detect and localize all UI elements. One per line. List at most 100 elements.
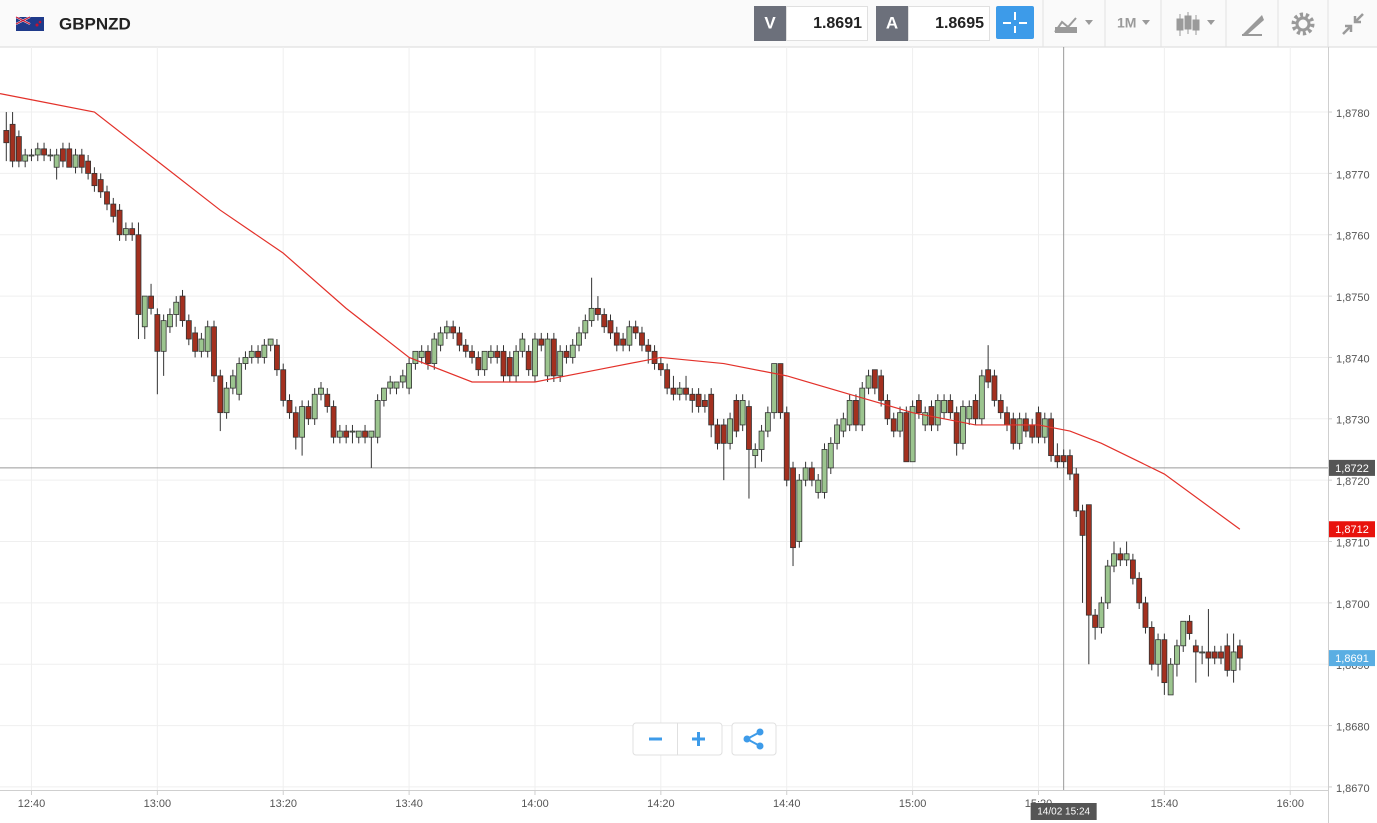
candle-body [488, 350, 494, 358]
candle-body [809, 467, 815, 481]
timeframe-caret [1142, 20, 1150, 25]
toolbar [0, 0, 1377, 47]
candle-body [1111, 553, 1117, 567]
candle-body [97, 179, 104, 193]
candle-body [727, 418, 733, 444]
candle-body [129, 228, 136, 236]
y-tick-label: 1,8730 [1336, 415, 1370, 427]
x-tick-label: 14:40 [773, 798, 801, 810]
symbol: GBPNZD [59, 14, 131, 33]
x-tick-label: 15:00 [899, 798, 927, 810]
price-tag: 1,8712 [1335, 524, 1369, 536]
candle-body [595, 307, 601, 315]
candle-body [739, 400, 746, 426]
x-tick-label: 12:40 [18, 798, 46, 810]
y-tick-label: 1,8760 [1336, 231, 1370, 243]
candle-body [695, 393, 702, 407]
chart-type-button[interactable] [1176, 12, 1215, 36]
candle-body [676, 387, 683, 395]
price-tag-box [1329, 521, 1375, 538]
candle-body [1186, 620, 1193, 634]
candle-body [626, 326, 633, 346]
candle-body [796, 479, 803, 542]
flag [15, 16, 44, 31]
candle-body [500, 350, 507, 377]
y-tick-label: 1,8700 [1336, 599, 1370, 611]
candle-body [903, 412, 910, 463]
candle-body [336, 430, 343, 438]
draw-button[interactable] [1242, 15, 1264, 36]
candle-body [1142, 602, 1149, 628]
candle-body [1148, 627, 1155, 665]
indicator-button[interactable] [1054, 17, 1093, 33]
candle-body [714, 424, 721, 444]
candle-body [41, 148, 47, 156]
candle-body [890, 418, 897, 432]
candle-body [53, 154, 60, 168]
candle-body [223, 387, 230, 414]
crosshair-price: 1,8722 [1335, 463, 1369, 475]
plot [0, 47, 1328, 790]
candle-body [185, 320, 192, 340]
candle-body [236, 363, 243, 395]
candle-body [664, 369, 671, 389]
candle-body [261, 344, 268, 358]
candle-body [1230, 651, 1237, 671]
candle-body [160, 320, 167, 352]
candle-body [135, 234, 142, 315]
settings-button[interactable] [1291, 12, 1315, 36]
candle-body [154, 314, 161, 352]
candle-body [771, 363, 778, 414]
x-tick-label: 14:00 [521, 798, 549, 810]
candle-body [1211, 651, 1218, 659]
candle-body [563, 350, 570, 358]
candle-body [368, 430, 375, 438]
crosshair-button[interactable] [996, 6, 1034, 39]
candle-body [1073, 473, 1080, 512]
candle-body [821, 449, 828, 493]
y-tick-label: 1,8770 [1336, 169, 1370, 181]
crosshair-price-box [1329, 459, 1375, 476]
candle-body [1174, 645, 1180, 665]
candle-body [840, 418, 847, 432]
candle-body [475, 357, 482, 371]
bid-button[interactable] [754, 6, 786, 41]
candle-body [267, 338, 274, 346]
candle-body [639, 332, 645, 346]
share-button[interactable] [743, 728, 764, 750]
candle-body [519, 338, 526, 352]
candle-body [941, 400, 947, 414]
candle-body [834, 424, 840, 444]
ask-button[interactable] [876, 6, 908, 41]
candle-body [1155, 639, 1161, 665]
candle-body [1123, 553, 1130, 561]
candle-body [513, 350, 519, 377]
zoom-in[interactable] [692, 732, 705, 746]
candle-body [494, 350, 501, 358]
candle-body [670, 387, 677, 395]
candle-body [960, 406, 966, 444]
candle-body [355, 430, 362, 438]
candle-body [47, 154, 54, 157]
candle-body [815, 479, 822, 493]
candle-body [450, 326, 457, 334]
candle-body [1004, 412, 1010, 426]
candle-body [916, 400, 922, 414]
candle-body [381, 387, 387, 401]
collapse-button[interactable] [1342, 13, 1364, 35]
candle-body [827, 442, 834, 469]
timeframe[interactable]: 1M [1117, 15, 1136, 31]
candle-body [412, 350, 419, 364]
y-tick-label: 1,8720 [1336, 476, 1370, 488]
candle-body [148, 295, 154, 309]
candle-body [362, 430, 368, 438]
candle-body [72, 154, 79, 168]
candle-body [645, 344, 652, 352]
candle-body [922, 412, 929, 426]
candle-body [469, 350, 475, 358]
candle-body [9, 123, 16, 162]
x-tick-label: 13:00 [144, 798, 172, 810]
candle-body [1180, 620, 1187, 647]
candle-body [582, 320, 589, 334]
ask-label: A [886, 13, 898, 32]
